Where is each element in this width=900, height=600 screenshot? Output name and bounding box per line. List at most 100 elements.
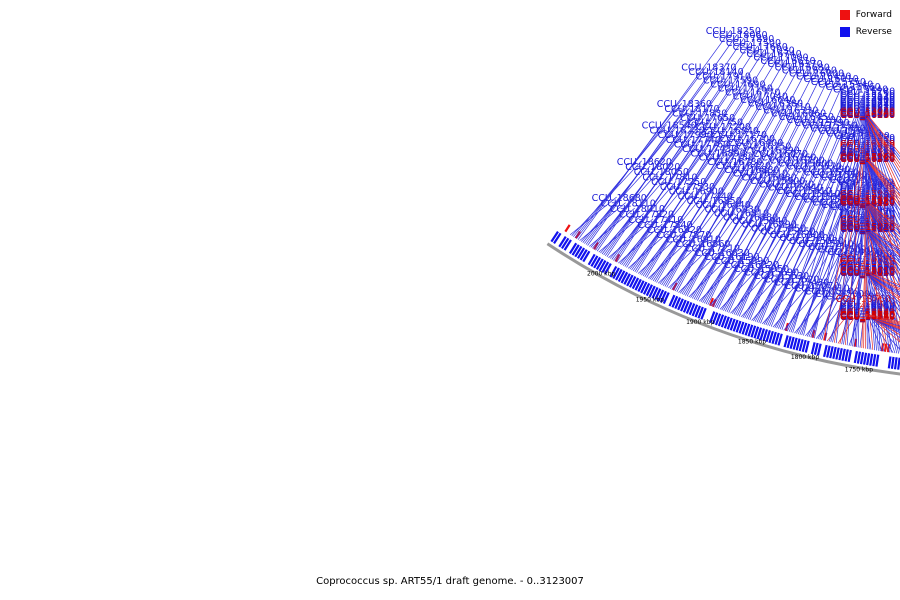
- gene-label: CCU_16400: [728, 138, 783, 149]
- reverse-feature-mark: [783, 335, 789, 348]
- gene-label: CCU_17040: [733, 91, 788, 102]
- gene-label: CCU_15550: [802, 121, 857, 132]
- gene-label: CCU_18230: [650, 125, 705, 136]
- gene-label: CCU_16260: [782, 66, 837, 77]
- gene-label: CCU_16710: [756, 102, 811, 113]
- gene-connector: [844, 146, 866, 345]
- gene-label: CCU_15150: [840, 89, 895, 100]
- reverse-feature-mark: [590, 255, 599, 267]
- gene-label: CCU_15620: [764, 274, 819, 285]
- gene-label: CCU_17920: [840, 106, 895, 117]
- reverse-feature-mark: [813, 342, 819, 355]
- reverse-feature-mark: [738, 321, 745, 334]
- reverse-feature-mark: [642, 282, 651, 295]
- gene-label: CCU_17500: [726, 38, 781, 49]
- gene-label: CCU_15730: [840, 267, 895, 278]
- gene-connector: [864, 155, 900, 279]
- reverse-feature-mark: [609, 265, 618, 278]
- gene-label: CCU_15990: [714, 256, 769, 267]
- reverse-feature-mark: [856, 351, 862, 364]
- gene-connector: [626, 49, 765, 268]
- gene-connector: [819, 210, 866, 340]
- gene-connector: [864, 113, 900, 198]
- gene-connector: [864, 271, 900, 295]
- gene-label: CCU_18150: [840, 214, 895, 225]
- gene-label: CCU_16380: [748, 99, 803, 110]
- gene-label: CCU_16630: [695, 248, 750, 259]
- gene-connector: [697, 72, 815, 301]
- gene-label: CCU_16060: [771, 109, 826, 120]
- gene-connector: [806, 250, 853, 337]
- reverse-feature-mark: [890, 356, 895, 369]
- gene-connector: [864, 264, 885, 352]
- gene-label: CCU_15780: [840, 223, 895, 234]
- gene-label: CCU_15340: [812, 170, 867, 181]
- scale-label: 1850 kbp: [738, 338, 766, 345]
- gene-label: CCU_15600: [779, 233, 834, 244]
- gene-connector: [785, 245, 834, 331]
- gene-connector: [792, 94, 866, 333]
- reverse-feature-mark: [756, 327, 763, 340]
- gene-label: CCU_14900: [840, 95, 895, 106]
- gene-label: CCU_15910: [785, 189, 840, 200]
- gene-connector: [778, 176, 847, 329]
- gene-connector: [864, 156, 900, 194]
- gene-label: CCU_15900: [750, 176, 805, 187]
- gene-label: CCU_18080: [840, 190, 895, 201]
- gene-connector: [746, 168, 821, 319]
- gene-label: CCU_15200: [821, 173, 876, 184]
- gene-connector: [864, 314, 900, 324]
- reverse-feature-mark: [841, 348, 846, 361]
- gene-label: CCU_17880: [840, 105, 895, 116]
- gene-label: CCU_18200: [840, 149, 895, 160]
- gene-connector: [760, 88, 859, 324]
- gene-label: CCU_15370: [803, 195, 858, 206]
- gene-label: CCU_16430: [796, 71, 851, 82]
- reverse-feature-mark: [640, 281, 648, 294]
- gene-connector: [864, 199, 900, 228]
- gene-label: CCU_18360: [657, 99, 712, 110]
- gene-label: CCU_15890: [795, 165, 850, 176]
- reverse-feature-mark: [732, 319, 739, 332]
- gene-label: CCU_15310: [826, 128, 881, 139]
- gene-label: CCU_16770: [725, 88, 780, 99]
- reverse-feature-mark: [662, 292, 670, 304]
- gene-label: CCU_15800: [778, 159, 833, 170]
- gene-connector: [843, 189, 866, 345]
- reverse-feature-mark: [726, 317, 733, 330]
- gene-label: CCU_16010: [803, 74, 858, 85]
- gene-connector: [690, 216, 749, 298]
- gene-label: CCU_15170: [840, 310, 895, 321]
- gene-label: CCU_15240: [798, 239, 853, 250]
- scale-label: 1950 kbp: [636, 296, 664, 303]
- gene-label: CCU_18190: [840, 218, 895, 229]
- gene-connector: [864, 198, 900, 299]
- gene-connector: [795, 248, 844, 334]
- gene-label: CCU_15590: [794, 192, 849, 203]
- gene-connector: [846, 103, 866, 346]
- reverse-feature-mark: [579, 249, 588, 261]
- gene-label: CCU_18240: [840, 100, 895, 111]
- reverse-feature-mark: [714, 313, 722, 326]
- gene-label: CCU_17940: [840, 217, 895, 228]
- gene-label: CCU_16130: [840, 268, 895, 279]
- gene-connector: [864, 269, 900, 312]
- gene-label: CCU_16410: [733, 169, 788, 180]
- gene-label: CCU_15790: [795, 118, 850, 129]
- gene-connector: [864, 270, 900, 290]
- gene-label: CCU_16190: [704, 252, 759, 263]
- reverse-feature-mark: [759, 328, 766, 341]
- gene-connector: [864, 271, 900, 299]
- reverse-feature-mark: [771, 331, 777, 344]
- gene-label: CCU_17200: [696, 122, 751, 133]
- reverse-feature-mark: [615, 268, 623, 281]
- forward-feature-mark: [672, 282, 678, 291]
- reverse-feature-mark: [774, 332, 780, 345]
- gene-label: CCU_15560: [804, 167, 859, 178]
- forward-feature-mark: [823, 332, 828, 341]
- gene-connector: [769, 132, 852, 327]
- gene-connector: [864, 200, 900, 230]
- gene-label: CCU_15540: [818, 80, 873, 91]
- gene-label: CCU_17690: [710, 80, 765, 91]
- reverse-feature-mark: [789, 336, 795, 349]
